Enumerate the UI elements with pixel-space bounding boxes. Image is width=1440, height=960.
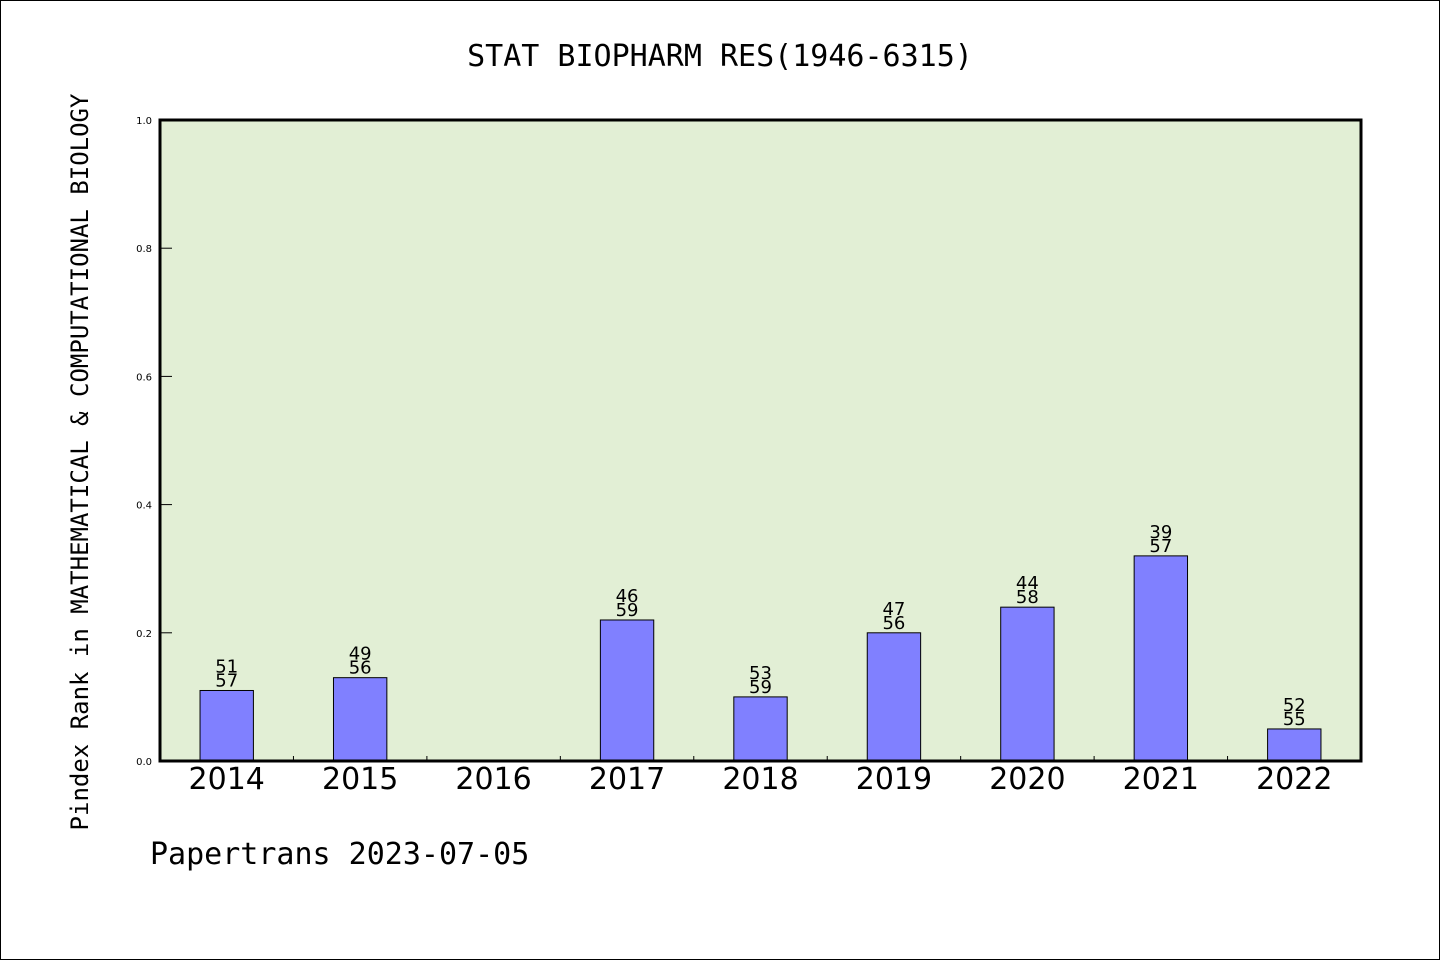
data-label-rank: 39 (1149, 522, 1172, 543)
data-label-total: 57 (215, 670, 238, 691)
data-label-rank: 44 (1016, 573, 1039, 594)
data-label-rank: 46 (616, 586, 639, 607)
data-label-rank: 49 (349, 644, 372, 665)
data-label-total: 56 (349, 658, 372, 679)
x-tick-label: 2018 (722, 762, 798, 797)
bar-2019 (866, 632, 922, 762)
x-tick-label: 2022 (1256, 762, 1332, 797)
data-label-total: 55 (1283, 709, 1306, 730)
data-label-total: 59 (749, 677, 772, 698)
y-tick-label: 1.0 (136, 116, 152, 127)
data-label-rank: 51 (215, 656, 238, 677)
data-label-rank: 52 (1283, 695, 1306, 716)
x-tick-label: 2019 (856, 762, 932, 797)
bar-2018 (733, 696, 788, 762)
plot-border (158, 118, 1363, 763)
footer-credit: Papertrans 2023-07-05 (150, 837, 529, 872)
bar-2015 (332, 677, 388, 762)
bar-2014 (199, 689, 254, 762)
y-axis-label: Pindex Rank in MATHEMATICAL & COMPUTATIO… (66, 93, 94, 830)
y-tick-label: 0.0 (136, 757, 152, 768)
data-label-total: 58 (1016, 587, 1039, 608)
y-tick-label: 0.8 (136, 244, 152, 255)
data-label-total: 57 (1149, 536, 1172, 557)
bar-2017 (599, 619, 655, 762)
y-tick-label: 0.4 (136, 501, 152, 512)
x-tick-label: 2014 (189, 762, 265, 797)
x-tick-label: 2015 (322, 762, 398, 797)
data-label-rank: 53 (749, 663, 772, 684)
x-tick-label: 2016 (455, 762, 531, 797)
y-tick-label: 0.2 (136, 629, 152, 640)
bars-group (199, 555, 1322, 762)
y-tick-label: 0.6 (136, 372, 152, 383)
chart-title: STAT BIOPHARM RES(1946-6315) (467, 39, 973, 74)
x-tick-label: 2017 (589, 762, 665, 797)
data-label-rank: 47 (882, 599, 905, 620)
data-label-total: 59 (616, 600, 639, 621)
x-tick-label: 2020 (989, 762, 1065, 797)
data-label-total: 56 (882, 613, 905, 634)
bar-2020 (1000, 606, 1055, 762)
x-ticks-group: 2014 2015 2016 2017 2018 2019 2020 2021 2022 (189, 756, 1332, 797)
bar-2022 (1267, 728, 1322, 762)
x-tick-label: 2021 (1123, 762, 1199, 797)
bar-2021 (1133, 555, 1189, 762)
